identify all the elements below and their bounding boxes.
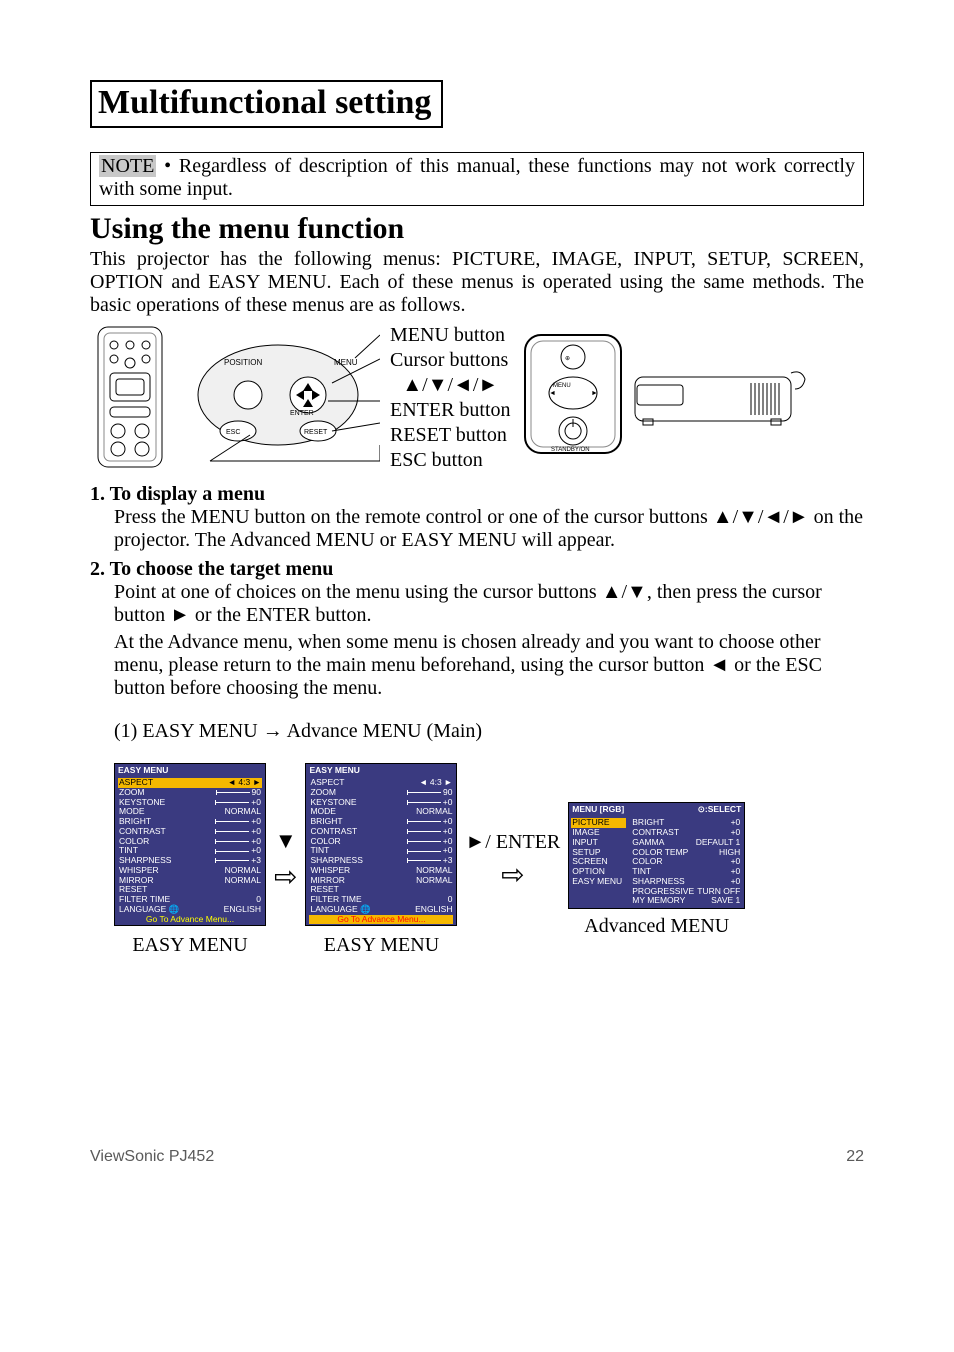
adv-header-right: ⊙:SELECT: [698, 804, 741, 815]
footer-right: 22: [846, 1148, 864, 1166]
page-footer: ViewSonic PJ452 22: [90, 1148, 864, 1166]
right-arrow-icon-2: ⇨: [501, 862, 524, 890]
svg-text:◄: ◄: [549, 390, 556, 397]
menu-row-go: Go To Advance Menu...: [118, 915, 262, 925]
down-arrow-stack: ▼ ⇨: [274, 828, 297, 892]
step2-head: 2. To choose the target menu: [90, 558, 864, 581]
label-cursor: Cursor buttons: [390, 348, 511, 373]
easy-menu-2: EASY MENU ASPECT◄ 4:3 ►ZOOM90KEYSTONE+0M…: [305, 763, 457, 926]
remote-illustration: [90, 323, 170, 473]
step2-body1: Point at one of choices on the menu usin…: [114, 581, 864, 627]
flow-label: (1) EASY MENU → Advance MENU (Main): [114, 720, 864, 743]
button-labels: MENU button Cursor buttons ▲/▼/◄/► ENTER…: [390, 323, 511, 473]
note-box: NOTE • Regardless of description of this…: [90, 152, 864, 206]
svg-text:ENTER: ENTER: [290, 410, 314, 417]
down-triangle-icon: ▼: [275, 828, 297, 854]
svg-text:STANDBY/ON: STANDBY/ON: [551, 447, 590, 453]
svg-text:RESET: RESET: [304, 429, 328, 436]
adv-header-left: MENU [RGB]: [572, 804, 624, 815]
adv-caption: Advanced MENU: [584, 915, 729, 938]
easy2-caption: EASY MENU: [324, 934, 439, 957]
right-arrow-icon: ⇨: [274, 864, 297, 892]
svg-text:MENU: MENU: [334, 358, 358, 367]
label-esc: ESC button: [390, 448, 511, 473]
svg-text:⊕: ⊕: [565, 356, 570, 362]
section-heading: Using the menu function: [90, 212, 864, 246]
projector-illustration: ⊕ ◄ ► MENU STANDBY/ON: [521, 323, 811, 463]
note-text: • Regardless of description of this manu…: [99, 155, 855, 200]
easy-menu-2-header: EASY MENU: [309, 765, 359, 775]
button-diagram: POSITION MENU ENTER ESC RESET MENU butto…: [90, 323, 864, 473]
label-cursor-dirs: ▲/▼/◄/►: [390, 373, 511, 398]
menu-row: COLOR+0: [309, 837, 453, 847]
menu-row-go: Go To Advance Menu...: [309, 915, 453, 925]
menu-row: MY MEMORYSAVE 1: [631, 896, 741, 906]
enter-column: ►/ ENTER ⇨: [465, 831, 560, 890]
page-title: Multifunctional setting: [98, 84, 431, 122]
step2-body2: At the Advance menu, when some menu is c…: [114, 631, 864, 700]
dpad-illustration: POSITION MENU ENTER ESC RESET: [180, 323, 380, 463]
label-reset: RESET button: [390, 423, 511, 448]
step1-head: 1. To display a menu: [90, 483, 864, 506]
step1-body: Press the MENU button on the remote cont…: [114, 506, 864, 552]
svg-text:►: ►: [591, 390, 598, 397]
flow-row: EASY MENU ASPECT◄ 4:3 ►ZOOM90KEYSTONE+0M…: [114, 763, 864, 957]
easy1-caption: EASY MENU: [132, 934, 247, 957]
page-title-box: Multifunctional setting: [90, 80, 443, 128]
svg-text:POSITION: POSITION: [224, 358, 262, 367]
menu-row: EASY MENU: [571, 877, 626, 887]
advanced-menu: MENU [RGB] ⊙:SELECT PICTUREIMAGEINPUTSET…: [568, 802, 745, 909]
label-menu: MENU button: [390, 323, 511, 348]
enter-label: ►/ ENTER: [465, 831, 560, 854]
label-enter: ENTER button: [390, 398, 511, 423]
footer-left: ViewSonic PJ452: [90, 1148, 214, 1166]
easy-menu-1: EASY MENU ASPECT◄ 4:3 ►ZOOM90KEYSTONE+0M…: [114, 763, 266, 926]
easy-menu-1-header: EASY MENU: [118, 765, 168, 775]
menu-row: COLOR+0: [118, 837, 262, 847]
svg-text:ESC: ESC: [226, 429, 240, 436]
note-label: NOTE: [99, 155, 156, 177]
svg-text:MENU: MENU: [553, 383, 571, 389]
intro-text: This projector has the following menus: …: [90, 248, 864, 317]
